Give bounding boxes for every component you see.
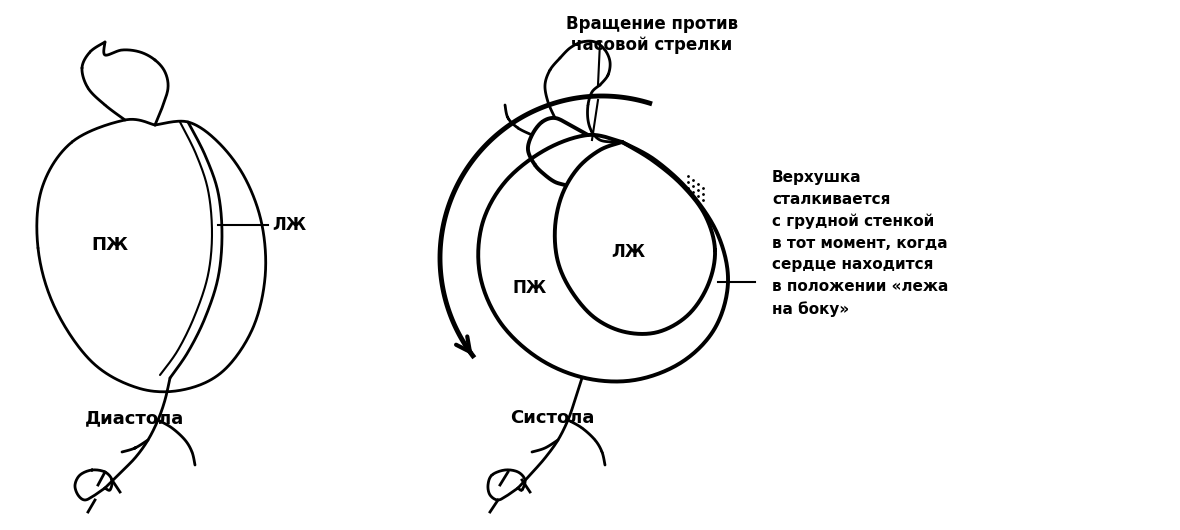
- Text: Систола: Систола: [510, 409, 595, 427]
- Text: ЛЖ: ЛЖ: [611, 243, 645, 261]
- Text: ПЖ: ПЖ: [91, 236, 129, 254]
- Text: ПЖ: ПЖ: [513, 279, 548, 297]
- Text: Вращение против
часовой стрелки: Вращение против часовой стрелки: [566, 15, 738, 54]
- Text: Диастола: Диастола: [85, 409, 184, 427]
- Text: ЛЖ: ЛЖ: [273, 216, 306, 234]
- Text: Верхушка
сталкивается
с грудной стенкой
в тот момент, когда
сердце находится
в п: Верхушка сталкивается с грудной стенкой …: [772, 170, 949, 316]
